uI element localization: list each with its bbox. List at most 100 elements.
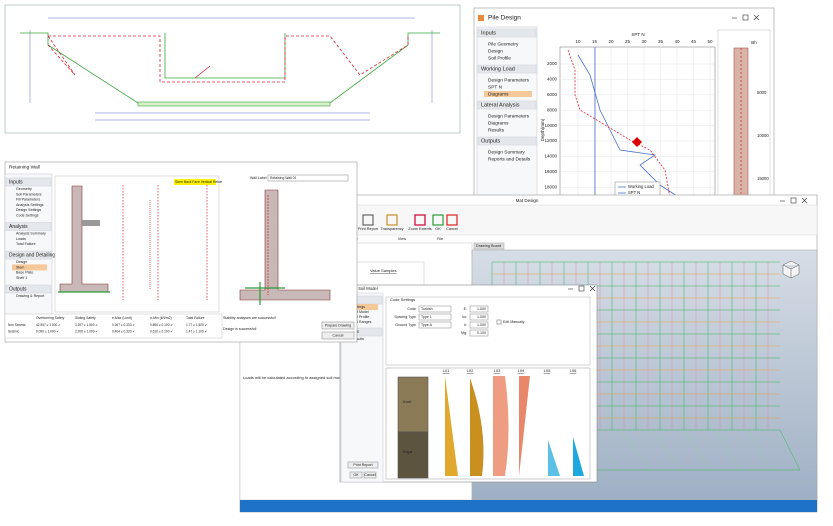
view-cube[interactable] [782,260,800,279]
dropdown-value[interactable]: Turkish [421,307,433,311]
nav-item[interactable]: Settings [352,305,365,309]
section-header [5,284,52,294]
button[interactable] [347,461,379,469]
nav-item[interactable]: Design Summary [488,149,525,155]
button-label[interactable]: OK [353,473,359,477]
nav-item[interactable]: Drawing & Report [16,294,44,298]
input[interactable] [469,321,489,329]
button[interactable] [363,471,377,479]
nav-item[interactable]: SPT N [488,84,503,90]
link[interactable]: Value Samples [370,268,397,273]
nav-item[interactable]: Results [488,127,505,133]
button[interactable] [321,321,355,330]
button[interactable] [349,471,363,479]
nav-item[interactable]: Loads [16,237,26,241]
button[interactable] [321,331,355,340]
y-tick-label: 10000 [544,123,557,128]
nav-item[interactable]: Diagrams [488,91,509,97]
button-label[interactable]: Cancel [364,473,375,477]
maximize[interactable] [742,14,749,21]
checkbox-label[interactable]: Edit Manually [503,320,525,324]
menu-label[interactable]: File [437,237,443,241]
marker [632,137,642,147]
x-tick-label: 30 [641,39,647,44]
pile-sidebar [476,26,538,204]
nav-item[interactable]: Design [16,260,27,264]
dropdown-value[interactable]: Type 1 [421,315,432,319]
table-header: Sliding Safety [75,316,96,320]
nav-item[interactable]: Stem [16,265,24,269]
toolbar-icon[interactable] [432,214,444,226]
column-label: L05 [544,368,551,373]
nav-item[interactable]: Reports and Details [488,156,531,162]
input-value[interactable]: Retaining Wall 01 [270,176,297,180]
checkbox[interactable] [496,319,502,325]
close[interactable] [753,14,760,21]
nav-item[interactable]: Shelf 1 [16,276,27,280]
column-label: L06 [570,368,577,373]
nav-item[interactable]: Pile Geometry [488,41,519,47]
toolbar-icon[interactable] [386,214,398,226]
table-cell: 3.397 ≥ 1.500 ✔ [75,323,98,327]
nav-item[interactable]: Design Parameters [488,113,530,119]
nav-item[interactable]: Analysis Summary [16,231,46,235]
green-outline [164,33,286,79]
tab[interactable] [473,242,505,250]
maximize[interactable] [790,197,797,204]
toolbar-icon[interactable] [362,214,374,226]
dropdown[interactable] [418,305,452,313]
close[interactable] [801,197,808,204]
toolbar-label[interactable]: Print Report [358,227,379,231]
y-tick-label: 2000 [547,61,558,66]
input[interactable] [469,305,489,313]
table-cell: 0.896 ≥ 0.100 ✔ [150,323,173,327]
close[interactable] [589,285,596,292]
menu-label[interactable]: View [398,237,406,241]
nav-item[interactable]: Soil Model [352,310,369,314]
nav-item[interactable]: Code Settings [16,213,39,217]
input[interactable] [469,329,489,337]
input-value[interactable]: 1.000 [477,307,486,311]
table-cell: 1.47 ≥ 1.100 ✔ [186,329,208,333]
nav-item[interactable]: Soil Profile [352,315,369,319]
nav-item[interactable]: Geometry [16,187,32,191]
input-value[interactable]: 1.000 [477,315,486,319]
tab-label[interactable]: Drawing Board [476,244,501,248]
toolbar-label[interactable]: Zoom Extents [408,227,432,231]
strip-tick: 15000 [757,176,769,181]
nav-item[interactable]: Soil Profile [488,55,511,61]
dropdown-value[interactable]: Type A [421,323,433,327]
nav-item[interactable]: Analysis Settings [16,203,44,207]
input-value[interactable]: 1.000 [477,323,486,327]
nav-item[interactable]: Base Plate [16,271,33,275]
toolbar-label[interactable]: OK [435,227,441,231]
nav-item[interactable]: Total Failure [16,242,36,246]
toolbar-label[interactable]: Transparency [380,227,403,231]
nav-item[interactable]: Design Parameters [488,77,530,83]
nav-item[interactable]: Soil Parameters [16,192,42,196]
nav-item[interactable]: Fill Parameters [16,198,40,202]
table-header: Overturning Safety [36,316,65,320]
toolbar-icon[interactable] [414,214,426,226]
toolbar-label[interactable]: Cancel [446,227,458,231]
x-tick-label: 35 [658,39,664,44]
input[interactable] [469,313,489,321]
dropdown[interactable] [418,321,452,329]
input[interactable] [267,174,349,182]
dropdown[interactable] [418,313,452,321]
nav-item[interactable]: Design [488,48,503,54]
input-value[interactable]: 0.100 [477,331,486,335]
button-label[interactable]: Prepare Drawing [325,323,351,327]
section-heading: Design and Detailing [9,252,55,258]
status-message: Stability analyses are successful! [223,316,276,320]
nav-item[interactable]: Results [352,337,364,341]
nav-item[interactable]: Design Settings [16,208,41,212]
button-label[interactable]: Cancel [333,333,344,337]
nav-item[interactable]: Soil Ranges [352,320,372,324]
maximize[interactable] [578,285,585,292]
button-label[interactable]: Print Report [353,463,372,467]
nav-item[interactable]: Diagrams [488,120,509,126]
field-label: Mg: [461,331,467,335]
toolbar-icon[interactable] [446,214,458,226]
red-outline [47,35,76,76]
